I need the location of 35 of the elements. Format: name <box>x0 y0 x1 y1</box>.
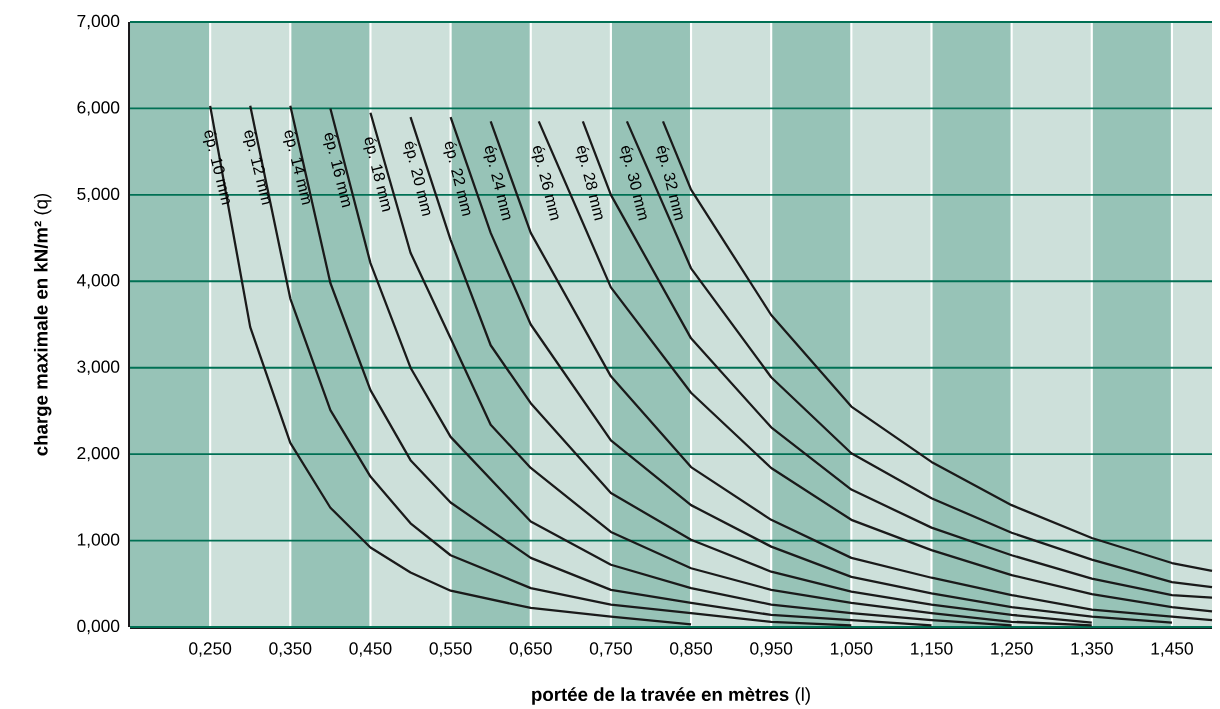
text: ép. 12 mm <box>242 130 270 205</box>
x-tick-label: 1,350 <box>1071 642 1113 657</box>
text: ép. 18 mm <box>363 137 391 212</box>
text: ép. 10 mm <box>202 130 230 205</box>
text: ép. 30 mm <box>619 145 647 221</box>
y-tick-label: 1,000 <box>77 533 120 548</box>
x-tick-label: 0,250 <box>189 642 232 657</box>
y-tick-label: 0,000 <box>77 619 120 635</box>
x-tick-label: 0,550 <box>429 642 472 657</box>
text: ép. 16 mm <box>323 132 351 208</box>
x-tick-label: 0,950 <box>750 642 793 657</box>
y-axis-title: charge maximale en kN/m² (q) <box>33 193 52 456</box>
x-tick-label: 1,450 <box>1151 642 1193 657</box>
x-tick-label: 0,750 <box>589 642 632 657</box>
text: ép. 32 mm <box>655 145 683 221</box>
y-tick-label: 2,000 <box>77 446 120 462</box>
y-tick-label: 7,000 <box>77 14 120 30</box>
text: ép. 22 mm <box>443 141 471 216</box>
text: ép. 24 mm <box>483 145 511 221</box>
x-tick-label: 0,650 <box>509 642 552 657</box>
text: ép. 26 mm <box>531 145 559 221</box>
y-tick-label: 6,000 <box>77 101 120 116</box>
x-tick-label: 0,850 <box>670 642 713 657</box>
x-tick-label: 1,050 <box>830 642 873 657</box>
x-tick-label: 1,250 <box>991 642 1033 657</box>
y-tick-label: 3,000 <box>77 360 120 375</box>
x-tick-label: 0,350 <box>269 642 312 657</box>
text: ép. 20 mm <box>403 141 431 216</box>
x-tick-label: 0,450 <box>349 642 392 657</box>
text: ép. 14 mm <box>283 130 311 205</box>
x-axis-title: portée de la travée en mètres (l) <box>532 687 810 705</box>
y-tick-label: 5,000 <box>77 187 120 202</box>
text: ép. 28 mm <box>575 145 603 221</box>
y-tick-label: 4,000 <box>76 274 120 289</box>
x-tick-label: 1,150 <box>911 642 953 657</box>
